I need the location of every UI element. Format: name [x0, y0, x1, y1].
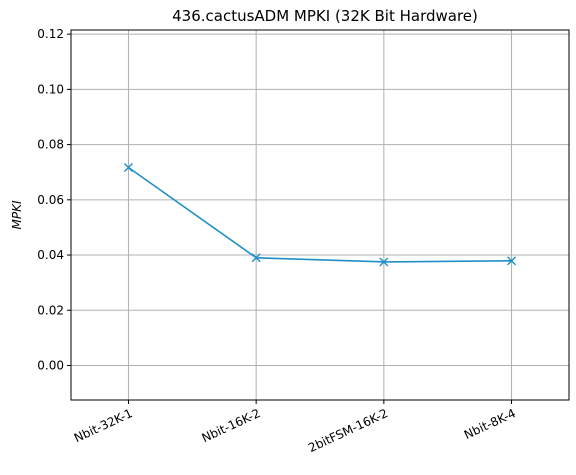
y-tick-label: 0.04: [37, 248, 64, 262]
data-point-marker: [123, 163, 133, 173]
x-tick-layer: Nbit-32K-1 Nbit-16K-2 2bitFSM-16K-2 Nbit-8K…: [72, 400, 518, 455]
y-axis-label: MPKI: [10, 200, 24, 229]
y-tick-label: 0.06: [37, 193, 64, 207]
y-tick-label: 0.10: [37, 82, 64, 96]
x-tick-label: 2bitFSM-16K-2: [306, 406, 390, 455]
data-point-marker: [251, 253, 261, 263]
series-line: [128, 166, 512, 263]
series-layer: [123, 163, 517, 267]
y-tick-label: 0.08: [37, 138, 64, 152]
chart-title: 436.cactusADM MPKI (32K Bit Hardware): [172, 7, 478, 25]
grid-layer: [71, 30, 569, 400]
y-tick-label: 0.12: [37, 27, 64, 41]
y-tick-label: 0.02: [37, 303, 64, 317]
y-tick-layer: 0.00 0.02 0.04 0.06 0.08 0.10 0.12: [37, 27, 71, 372]
x-tick-label: Nbit-32K-1: [72, 406, 135, 445]
x-tick-label: Nbit-8K-4: [462, 406, 518, 442]
data-point-marker: [507, 256, 517, 266]
y-tick-label: 0.00: [37, 358, 64, 372]
x-tick-label: Nbit-16K-2: [200, 406, 263, 445]
plot-frame: [70, 29, 570, 401]
data-point-marker: [379, 257, 389, 267]
